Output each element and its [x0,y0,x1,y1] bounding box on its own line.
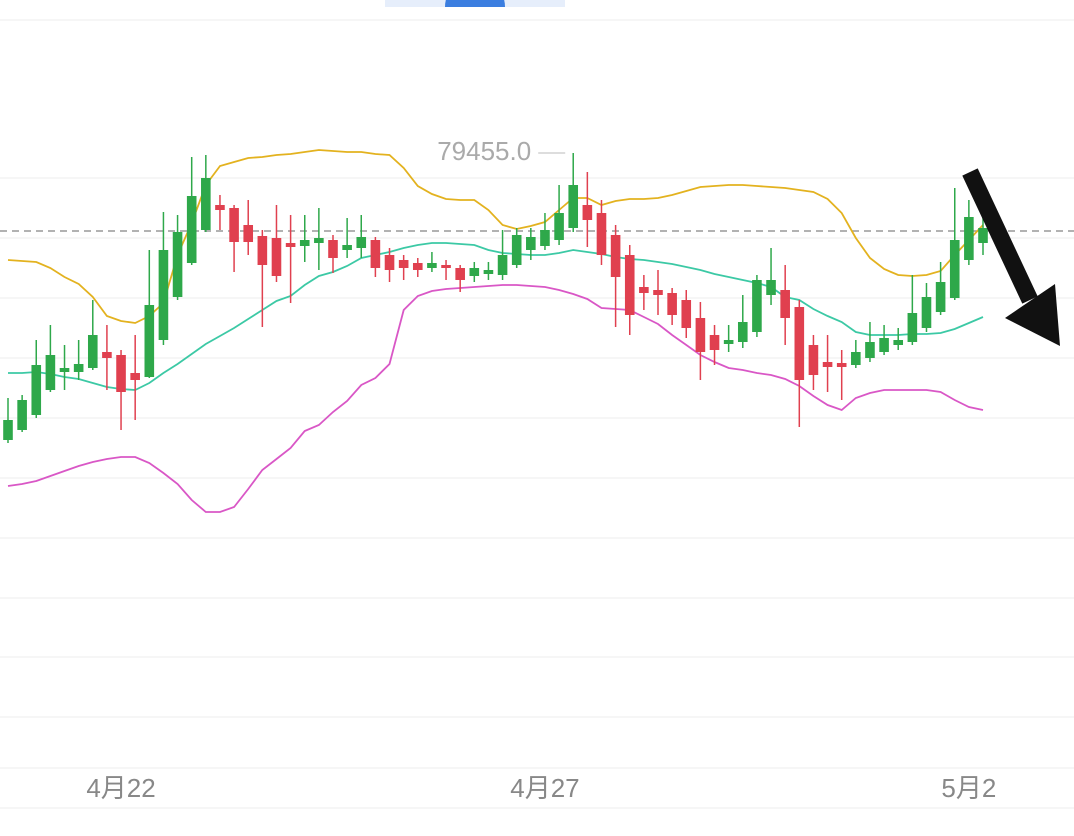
candle-body [356,237,367,248]
candle-body [851,352,861,365]
candle-body [87,335,98,368]
candle-body [201,178,211,230]
candle-body [229,208,239,242]
candle-body [935,282,946,312]
band-line [7,284,984,513]
candle-body [709,335,720,350]
x-tick-label: 4月22 [86,773,155,803]
candle-body [384,255,395,270]
candle-body [554,213,564,240]
candle-body [964,217,974,260]
candle-body [949,240,960,298]
band-line [8,242,984,391]
arrow-head [1005,284,1060,346]
tab-indicator [445,0,505,7]
candle-body [681,300,692,328]
candle-body [610,235,621,277]
candle-body [624,255,635,315]
candle-body [808,345,819,375]
x-tick-label: 4月27 [510,773,579,803]
candle-body [879,338,889,352]
candle-body [653,290,663,295]
candle-body [342,245,352,250]
candle-body [158,250,169,340]
candle-body [978,228,988,243]
candle-body [455,268,465,280]
candle-body [780,290,790,318]
candle-body [568,185,579,228]
candle-body [144,305,155,377]
candle-body [102,352,112,358]
candle-body [427,263,437,268]
trend-arrow [962,168,1060,346]
candle-body [497,255,508,275]
candle-body [695,318,706,352]
candle-body [243,225,254,242]
candle-body [172,232,183,297]
candle-body [766,280,776,295]
candle-body [723,340,734,344]
candle-body [921,297,932,328]
candle-body [31,365,42,415]
candle-body [328,240,338,258]
max-label: 79455.0 [437,136,531,166]
candle-body [186,196,197,263]
candle-body [540,230,550,246]
candle-body [3,420,13,440]
candle-body [271,238,282,276]
candle-body [215,205,225,210]
candle-body [526,237,536,250]
candle-body [483,270,494,274]
candle-body [511,235,522,265]
candle-body [130,373,140,380]
candle-body [73,364,84,372]
candle-body [17,400,27,430]
candle-body [441,265,451,268]
candle-body [257,236,268,265]
candle-body [752,280,762,332]
candle-body [314,238,324,243]
candle-body [398,260,409,268]
candle-body [582,205,593,220]
band-line [7,149,984,324]
candle-body [596,213,607,255]
candle-body [737,322,748,342]
candle-body [865,342,875,358]
candle-body [59,368,70,372]
plot-area: 79455.0 [0,136,1074,513]
candle-body [299,240,310,246]
candle-body [639,287,649,293]
candle-body [836,363,847,367]
x-tick-label: 5月2 [941,773,996,803]
candle-body [370,240,381,268]
candle-body [45,355,56,390]
candle-body [412,263,423,270]
candle-body [667,293,677,315]
arrow-shaft [962,168,1038,304]
candle-body [907,313,918,342]
candle-body [822,362,833,367]
candle-body [893,340,904,345]
candle-body [794,307,805,380]
candle-body [285,243,296,247]
candle-body [469,268,480,276]
candle-body [116,355,126,392]
